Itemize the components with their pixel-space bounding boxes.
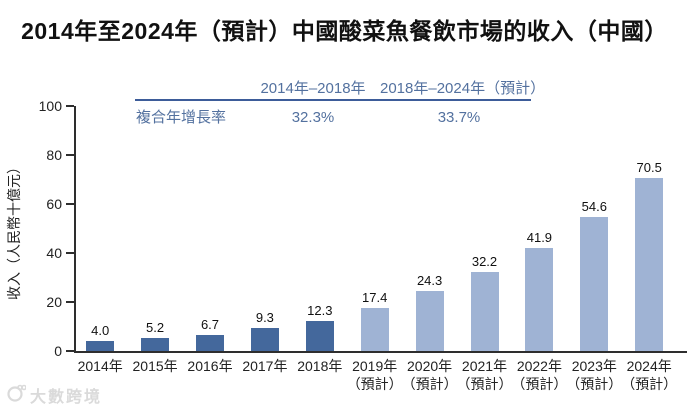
cagr-column-header-2018-2024: 2018年–2024年（預計）: [380, 80, 546, 97]
x-tick-label: 2014年: [77, 358, 123, 374]
bar: [196, 334, 224, 351]
x-tick-label: 2018年: [297, 358, 343, 374]
y-tick-label: 60: [46, 196, 62, 212]
bar: [360, 308, 389, 351]
y-tick-mark: [66, 350, 74, 352]
bar-value-label: 32.2: [471, 254, 498, 270]
watermark: 大數跨境: [6, 384, 102, 406]
y-tick-label: 100: [38, 98, 62, 114]
cagr-column-header-2014-2018: 2014年–2018年: [260, 80, 366, 97]
x-tick-label: 2023年: [571, 358, 617, 374]
x-axis-line: [74, 351, 687, 353]
bar: [470, 272, 499, 351]
bar: [580, 217, 609, 351]
x-tick-note: （預計）: [621, 376, 678, 392]
x-tick-note: （預計）: [456, 376, 513, 392]
cagr-table-rule: [135, 99, 531, 101]
y-tick-label: 0: [54, 343, 62, 359]
watermark-logo-icon: [6, 383, 27, 408]
y-tick-label: 40: [46, 245, 62, 261]
bar: [415, 291, 444, 351]
y-tick-mark: [66, 203, 74, 205]
y-tick-mark: [66, 252, 74, 254]
x-tick-label: 2024年: [626, 358, 672, 374]
x-tick-label: 2022年: [516, 358, 562, 374]
x-tick-label: 2015年: [132, 358, 178, 374]
x-tick-note: （預計）: [566, 376, 623, 392]
x-tick-note: （預計）: [401, 376, 458, 392]
bar-value-label: 17.4: [362, 290, 388, 306]
bar-value-label: 6.7: [200, 316, 220, 332]
x-tick-note: （預計）: [346, 376, 403, 392]
bar: [86, 341, 115, 351]
cagr-value-2018-2024: 33.7%: [437, 109, 481, 126]
bar-value-label: 54.6: [581, 199, 607, 215]
y-tick-label: 80: [46, 147, 62, 163]
bar-value-label: 5.2: [146, 320, 165, 336]
cagr-value-2014-2018: 32.3%: [291, 109, 335, 126]
bar-value-label: 12.3: [307, 302, 333, 318]
x-tick-label: 2020年: [407, 358, 453, 374]
bar-value-label: 4.0: [91, 323, 110, 339]
y-tick-mark: [66, 154, 74, 156]
bar: [250, 328, 279, 351]
bar-value-label: 9.3: [255, 310, 274, 326]
y-axis-label: 收入（人民幣十億元）: [6, 160, 22, 300]
bar: [305, 320, 334, 351]
watermark-text: 大數跨境: [30, 389, 103, 406]
chart-title: 2014年至2024年（預計）中國酸菜魚餐飲市場的收入（中國）: [21, 18, 668, 44]
y-tick-mark: [66, 301, 74, 303]
x-tick-note: （預計）: [511, 376, 568, 392]
bar: [525, 248, 554, 351]
y-axis-line: [74, 106, 76, 353]
x-tick-label: 2016年: [187, 358, 233, 374]
bar-value-label: 24.3: [416, 273, 443, 289]
bar: [635, 178, 664, 351]
bar-value-label: 41.9: [526, 230, 553, 246]
x-tick-label: 2019年: [352, 358, 398, 374]
bar: [141, 338, 170, 351]
y-tick-mark: [66, 105, 74, 107]
bar-value-label: 70.5: [636, 160, 662, 176]
y-tick-label: 20: [46, 294, 62, 310]
cagr-row-label: 複合年增長率: [136, 109, 227, 126]
x-tick-label: 2021年: [461, 358, 508, 374]
x-tick-label: 2017年: [242, 358, 288, 374]
